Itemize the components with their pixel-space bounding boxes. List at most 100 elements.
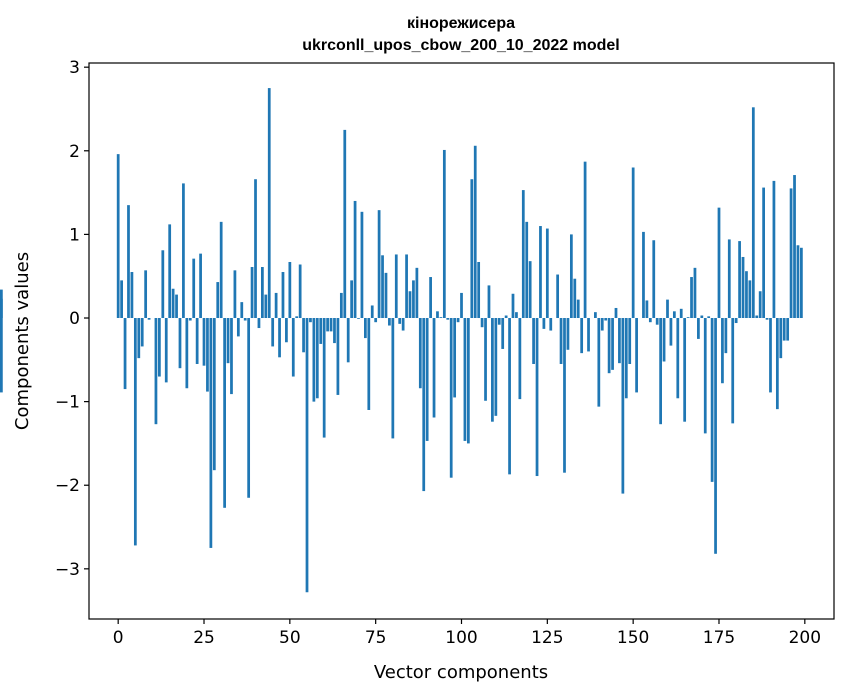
bar-30 [219, 221, 223, 319]
bar-72 [364, 318, 367, 339]
bar-62 [329, 318, 333, 332]
bar-136 [583, 161, 587, 319]
bar-39 [250, 267, 254, 319]
y-tick-label: 3 [69, 58, 80, 78]
bar-89 [422, 318, 426, 492]
bar-22 [192, 258, 196, 319]
y-tick-label: −2 [55, 476, 80, 496]
bar-143 [607, 318, 611, 374]
bar-60 [322, 318, 326, 438]
bar-151 [635, 318, 638, 393]
bar-2 [123, 318, 127, 390]
bar-146 [618, 318, 621, 364]
bar-196 [789, 188, 793, 318]
bar-158 [659, 318, 662, 425]
bar-177 [724, 318, 728, 354]
bar-197 [793, 175, 796, 319]
bar-28 [212, 318, 216, 471]
bar-126 [549, 318, 553, 331]
bar-47 [278, 318, 281, 358]
bar-55 [305, 318, 309, 593]
bar-184 [748, 280, 752, 318]
bar-149 [628, 318, 632, 364]
bar-14 [164, 318, 168, 383]
bar-68 [350, 280, 354, 318]
bar-135 [580, 318, 584, 354]
bar-157 [655, 318, 659, 325]
bar-131 [566, 318, 570, 350]
bar-174 [714, 318, 717, 554]
bar-124 [542, 318, 546, 329]
bar-129 [559, 318, 563, 364]
bar-163 [676, 318, 680, 399]
bar-128 [556, 274, 560, 319]
x-tick-label: 0 [113, 628, 124, 648]
bar-175 [717, 207, 721, 318]
bar-121 [532, 318, 535, 364]
bar-95 [442, 149, 446, 318]
bar-141 [600, 318, 604, 331]
bar-93 [436, 311, 439, 319]
bar-104 [473, 145, 477, 318]
bar-54 [302, 318, 305, 353]
bar-96 [446, 318, 450, 320]
bar-74 [370, 305, 374, 319]
bar-181 [738, 241, 741, 319]
bar-189 [765, 318, 769, 320]
bar-109 [491, 318, 494, 422]
bar-34 [233, 270, 237, 319]
bar-192 [775, 318, 779, 410]
bar-123 [539, 226, 542, 319]
x-tick-label: 75 [365, 628, 387, 648]
bar-79 [388, 318, 391, 326]
bar-147 [621, 318, 625, 494]
bar-148 [624, 318, 628, 399]
bar-48 [281, 272, 285, 318]
bar-164 [679, 308, 683, 319]
bar-75 [374, 318, 378, 323]
y-axis-label: Components values [12, 252, 33, 430]
bar-13 [161, 250, 165, 318]
bar-150 [631, 167, 635, 319]
bar-46 [274, 292, 278, 318]
x-axis-label: Vector components [374, 662, 548, 683]
bar-195 [786, 318, 790, 341]
bar-97 [449, 318, 453, 478]
bar-21 [188, 318, 192, 321]
bar-178 [727, 239, 731, 319]
bar-57 [312, 318, 316, 402]
bar-73 [367, 318, 371, 410]
bar-85 [408, 291, 412, 318]
bar-37 [243, 318, 247, 321]
bar-193 [779, 318, 783, 359]
bar-44 [267, 88, 271, 318]
bar-18 [178, 318, 182, 369]
bar-116 [515, 312, 518, 318]
bar-119 [525, 221, 529, 319]
bar-5 [133, 318, 137, 546]
bar-17 [175, 294, 178, 319]
bar-185 [751, 107, 755, 318]
bar-29 [216, 282, 220, 319]
bar-182 [741, 256, 745, 318]
bar-6 [137, 318, 141, 359]
y-tick-label: −1 [55, 393, 80, 413]
bar-191 [772, 180, 776, 319]
bar-187 [758, 291, 762, 318]
bar-70 [357, 318, 360, 319]
bar-155 [648, 318, 652, 323]
bar-41 [257, 318, 261, 329]
bar-113 [504, 315, 508, 319]
bar-112 [501, 318, 505, 349]
bar-186 [755, 315, 759, 319]
chart-subtitle: ukrconll_upos_cbow_200_10_2022 model [302, 37, 619, 54]
bar-31 [223, 318, 226, 508]
bar-118 [521, 190, 525, 319]
bar-63 [333, 318, 336, 344]
bar-198 [796, 245, 800, 319]
bar-16 [171, 288, 175, 318]
bar-53 [298, 264, 302, 319]
bar-103 [470, 179, 474, 319]
bar-117 [518, 318, 522, 400]
bar-51 [291, 318, 295, 377]
